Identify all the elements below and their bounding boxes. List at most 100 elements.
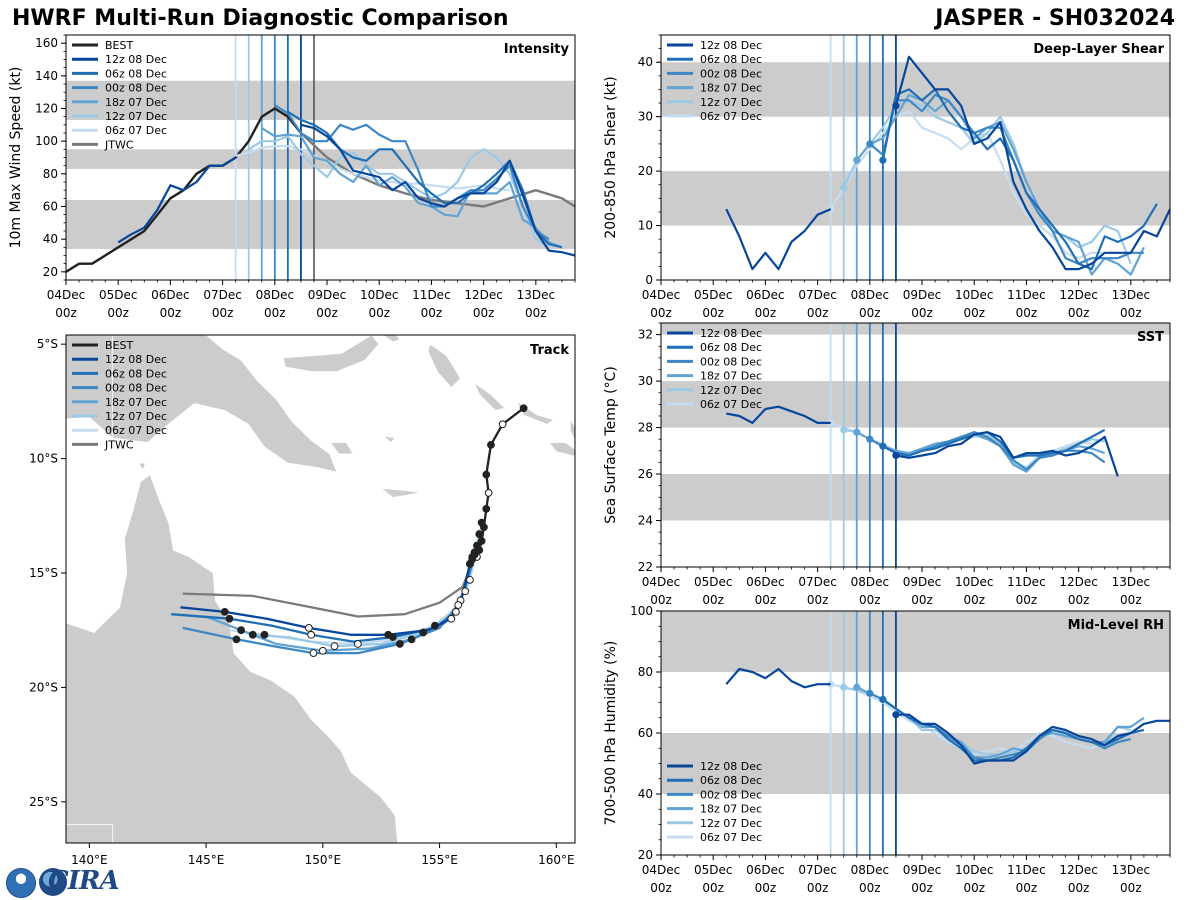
x-tick-label: 08Dec xyxy=(256,288,295,302)
track-marker xyxy=(330,642,339,651)
y-tick-label: 0 xyxy=(645,273,653,287)
x-tick-label: 07Dec xyxy=(798,575,837,589)
threshold-band xyxy=(661,733,1170,794)
y-tick-label: 32 xyxy=(638,328,653,342)
track-marker xyxy=(220,607,229,616)
init-point xyxy=(892,711,900,719)
y-tick-label: 20 xyxy=(43,265,58,279)
x-tick-label: 09Dec xyxy=(903,863,942,877)
threshold-band xyxy=(661,474,1170,521)
legend-label: 00z 08 Dec xyxy=(700,788,762,801)
x-tick-label: 07Dec xyxy=(798,863,837,877)
x-tick-label: 00z xyxy=(911,593,933,607)
solomon-island-land xyxy=(569,418,575,441)
solomon-island-land xyxy=(515,400,555,425)
x-tick-label: 00z xyxy=(702,881,724,895)
track-marker xyxy=(487,440,495,449)
track-marker xyxy=(470,550,479,559)
y-tick-label: 22 xyxy=(638,560,653,574)
x-tick-label: 00z xyxy=(755,881,777,895)
y-tick-label: 120 xyxy=(35,102,58,116)
track-marker xyxy=(248,630,257,639)
x-tick-label: 00z xyxy=(1120,306,1142,320)
y-tick-label: 10°S xyxy=(29,452,58,466)
x-tick-label: 00z xyxy=(963,593,985,607)
x-tick-label: 00z xyxy=(755,306,777,320)
y-tick-label: 15°S xyxy=(29,566,58,580)
x-tick-label: 00z xyxy=(1068,881,1090,895)
track-marker xyxy=(480,523,488,532)
legend-label: 06z 08 Dec xyxy=(105,367,167,380)
init-point xyxy=(853,683,861,691)
y-tick-label: 40 xyxy=(638,787,653,801)
track-marker xyxy=(353,640,362,648)
y-tick-label: 30 xyxy=(638,374,653,388)
x-tick-label: 00z xyxy=(859,306,881,320)
init-point xyxy=(840,426,848,434)
x-tick-label: 00z xyxy=(107,306,129,320)
legend-label: 12z 08 Dec xyxy=(700,327,762,340)
series-group xyxy=(726,405,1119,477)
y-tick-label: 28 xyxy=(638,421,653,435)
x-tick-label: 150°E xyxy=(305,853,342,867)
x-tick-label: 07Dec xyxy=(798,288,837,302)
x-tick-label: 08Dec xyxy=(851,575,890,589)
series-line xyxy=(725,208,832,271)
init-point xyxy=(866,140,874,148)
legend-label: 12z 07 Dec xyxy=(105,410,167,423)
y-axis-label: 10m Max Wind Speed (kt) xyxy=(8,67,24,249)
y-tick-label: 30 xyxy=(638,110,653,124)
small-island-land xyxy=(328,442,354,455)
legend-label: 00z 08 Dec xyxy=(700,67,762,80)
x-tick-label: 08Dec xyxy=(851,288,890,302)
x-tick-label: 11Dec xyxy=(1007,575,1046,589)
y-axis-label: 700-500 hPa Humidity (%) xyxy=(603,641,619,826)
track-marker xyxy=(260,630,269,639)
noaa-emblem-icon xyxy=(6,868,36,898)
init-point xyxy=(892,451,900,460)
legend-label: 06z 07 Dec xyxy=(105,424,167,437)
legend-label: 12z 07 Dec xyxy=(105,110,167,123)
init-point xyxy=(879,442,887,450)
track-marker xyxy=(407,635,416,644)
legend-label: 18z 07 Dec xyxy=(700,370,762,383)
x-tick-label: 00z xyxy=(1016,881,1038,895)
x-tick-label: 05Dec xyxy=(694,863,733,877)
legend-label: BEST xyxy=(105,339,133,352)
small-island-land xyxy=(382,435,397,444)
init-point xyxy=(840,683,848,691)
series-line xyxy=(725,667,831,689)
legend-label: 06z 07 Dec xyxy=(700,831,762,844)
x-tick-label: 00z xyxy=(1068,306,1090,320)
track-marker xyxy=(304,624,313,632)
x-tick-label: 00z xyxy=(911,306,933,320)
y-tick-label: 100 xyxy=(630,604,653,618)
legend-label: 00z 08 Dec xyxy=(700,355,762,368)
series-line xyxy=(248,135,550,249)
legend-label: 18z 07 Dec xyxy=(700,803,762,816)
legend-label: JTWC xyxy=(104,438,134,451)
series-line xyxy=(894,55,1170,271)
y-tick-label: 60 xyxy=(638,726,653,740)
cira-logo: CIRA xyxy=(6,866,126,898)
legend-label: 18z 07 Dec xyxy=(700,82,762,95)
x-tick-label: 04Dec xyxy=(642,575,681,589)
x-tick-label: 00z xyxy=(702,593,724,607)
x-tick-label: 00z xyxy=(650,881,672,895)
globe-icon xyxy=(39,868,67,896)
track-marker xyxy=(461,587,470,596)
legend-label: 18z 07 Dec xyxy=(105,96,167,109)
panel-title: SST xyxy=(1137,330,1164,345)
legend-label: 18z 07 Dec xyxy=(105,396,167,409)
legend-label: 06z 07 Dec xyxy=(700,398,762,411)
track-marker xyxy=(466,575,474,584)
x-tick-label: 11Dec xyxy=(412,288,451,302)
track-marker xyxy=(309,649,318,657)
series-line xyxy=(881,88,1158,271)
legend-label: 12z 08 Dec xyxy=(700,760,762,773)
x-tick-label: 00z xyxy=(702,306,724,320)
x-tick-label: 13Dec xyxy=(1112,575,1151,589)
series-group xyxy=(725,55,1170,276)
legend-label: 06z 08 Dec xyxy=(700,341,762,354)
